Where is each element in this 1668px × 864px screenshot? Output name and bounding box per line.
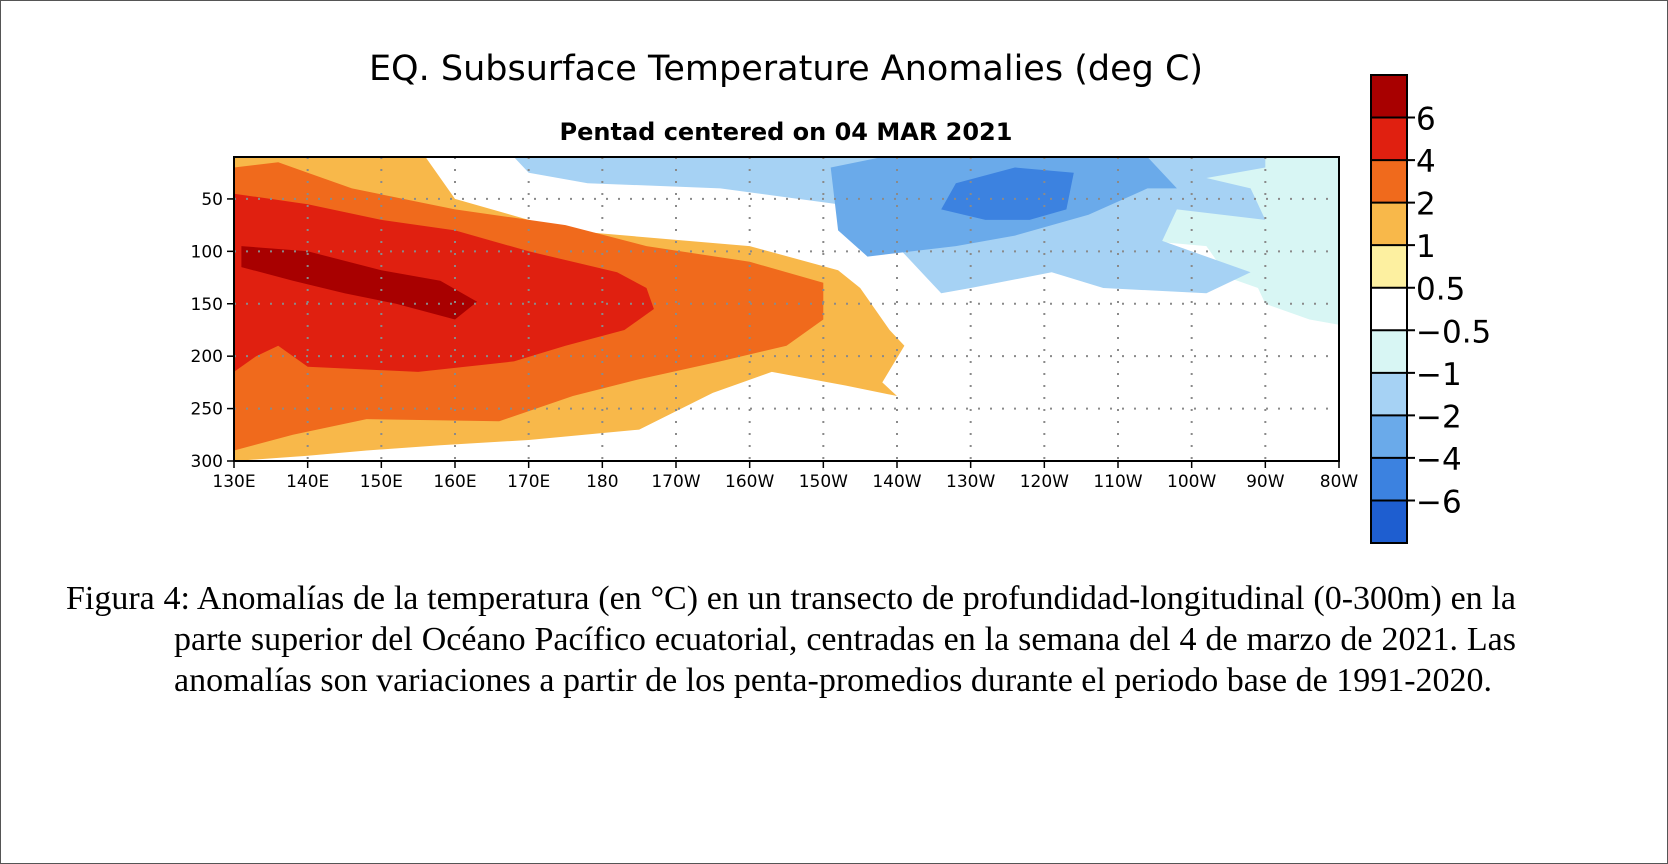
colorbar-swatch bbox=[1371, 415, 1407, 459]
colorbar-label: 1 bbox=[1416, 229, 1436, 265]
y-tick-label: 300 bbox=[191, 452, 223, 472]
colorbar-label: 2 bbox=[1416, 187, 1436, 223]
colorbar: 6 4 2 1 0.5 −0.5 −1 −2 −4 −6 bbox=[1370, 74, 1491, 544]
colorbar-label: 4 bbox=[1416, 144, 1436, 180]
colorbar-swatch bbox=[1371, 160, 1407, 204]
colorbar-swatch bbox=[1371, 75, 1407, 119]
colorbar-label: −0.5 bbox=[1416, 314, 1491, 350]
caption-text: Figura 4: Anomalías de la temperatura (e… bbox=[66, 580, 1516, 699]
x-tick-label: 150W bbox=[799, 472, 848, 492]
chart-title: EQ. Subsurface Temperature Anomalies (de… bbox=[369, 49, 1203, 89]
x-tick-label: 80W bbox=[1320, 472, 1359, 492]
colorbar-swatch bbox=[1371, 330, 1407, 374]
y-tick-label: 200 bbox=[191, 347, 223, 367]
chart-subtitle: Pentad centered on 04 MAR 2021 bbox=[560, 118, 1013, 146]
colorbar-label: 6 bbox=[1416, 102, 1436, 138]
colorbar-label: −6 bbox=[1416, 484, 1462, 520]
colorbar-swatch bbox=[1371, 117, 1407, 161]
x-tick-label: 140W bbox=[872, 472, 921, 492]
anomaly-regions bbox=[234, 157, 1339, 461]
x-tick-label: 160E bbox=[433, 472, 476, 492]
x-tick-label: 110W bbox=[1093, 472, 1142, 492]
x-tick-label: 130E bbox=[212, 472, 255, 492]
y-axis: 50 100 150 200 250 300 bbox=[191, 190, 234, 472]
colorbar-swatch bbox=[1371, 457, 1407, 501]
figure-caption: Figura 4: Anomalías de la temperatura (e… bbox=[66, 578, 1516, 701]
x-tick-label: 90W bbox=[1246, 472, 1285, 492]
plot-border bbox=[233, 156, 1340, 462]
y-tick-label: 250 bbox=[191, 400, 223, 420]
region-neg-band-4-6 bbox=[941, 167, 1074, 220]
x-axis: 130E 140E 150E 160E 170E 180 170W 160W 150W 140W 1… bbox=[212, 461, 1358, 492]
colorbar-label: −1 bbox=[1416, 357, 1462, 393]
x-tick-label: 180 bbox=[586, 472, 618, 492]
colorbar-label: −4 bbox=[1416, 442, 1462, 478]
colorbar-swatch bbox=[1371, 287, 1407, 331]
region-pos-band-4-6 bbox=[241, 246, 478, 320]
y-tick-label: 50 bbox=[201, 190, 223, 210]
x-tick-label: 100W bbox=[1167, 472, 1216, 492]
x-tick-label: 170W bbox=[651, 472, 700, 492]
x-tick-label: 150E bbox=[360, 472, 403, 492]
colorbar-swatch bbox=[1371, 372, 1407, 416]
colorbar-border bbox=[1370, 74, 1408, 544]
colorbar-label: −2 bbox=[1416, 399, 1462, 435]
x-tick-label: 170E bbox=[507, 472, 550, 492]
x-tick-label: 130W bbox=[946, 472, 995, 492]
colorbar-swatch bbox=[1371, 500, 1407, 544]
x-tick-label: 160W bbox=[725, 472, 774, 492]
y-tick-label: 150 bbox=[191, 295, 223, 315]
x-tick-label: 120W bbox=[1020, 472, 1069, 492]
colorbar-swatch bbox=[1371, 202, 1407, 246]
colorbar-swatch bbox=[1371, 245, 1407, 289]
y-tick-label: 100 bbox=[191, 242, 223, 262]
x-tick-label: 140E bbox=[286, 472, 329, 492]
colorbar-label: 0.5 bbox=[1416, 272, 1465, 308]
